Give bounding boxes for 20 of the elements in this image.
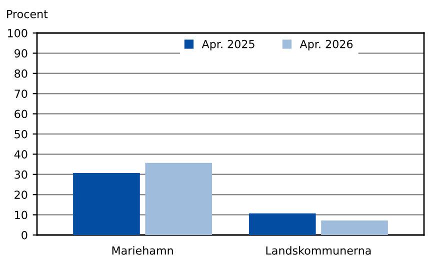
- bar: [73, 172, 140, 235]
- y-tick-label: 90: [14, 49, 28, 58]
- y-tick-label: 70: [14, 90, 28, 98]
- y-tick-label: 40: [14, 150, 28, 159]
- y-axis-title: Procent: [7, 10, 48, 18]
- x-tick-label: Mariehamn: [112, 246, 173, 255]
- bar: [321, 220, 388, 235]
- legend-label: Apr. 2026: [300, 40, 353, 50]
- y-tick-label: 100: [8, 28, 28, 38]
- x-tick-label: Landskommunerna: [266, 246, 371, 255]
- bar: [145, 162, 212, 235]
- y-tick-label: 60: [14, 110, 28, 118]
- y-tick-label: 50: [14, 130, 28, 138]
- y-tick-label: 10: [15, 210, 28, 220]
- bar: [248, 213, 316, 235]
- y-tick-label: 0: [22, 230, 28, 240]
- legend-label: Apr. 2025: [202, 40, 254, 50]
- y-tick-label: 30: [14, 170, 28, 179]
- y-tick-label: 80: [14, 69, 28, 78]
- y-tick-label: 20: [14, 190, 28, 199]
